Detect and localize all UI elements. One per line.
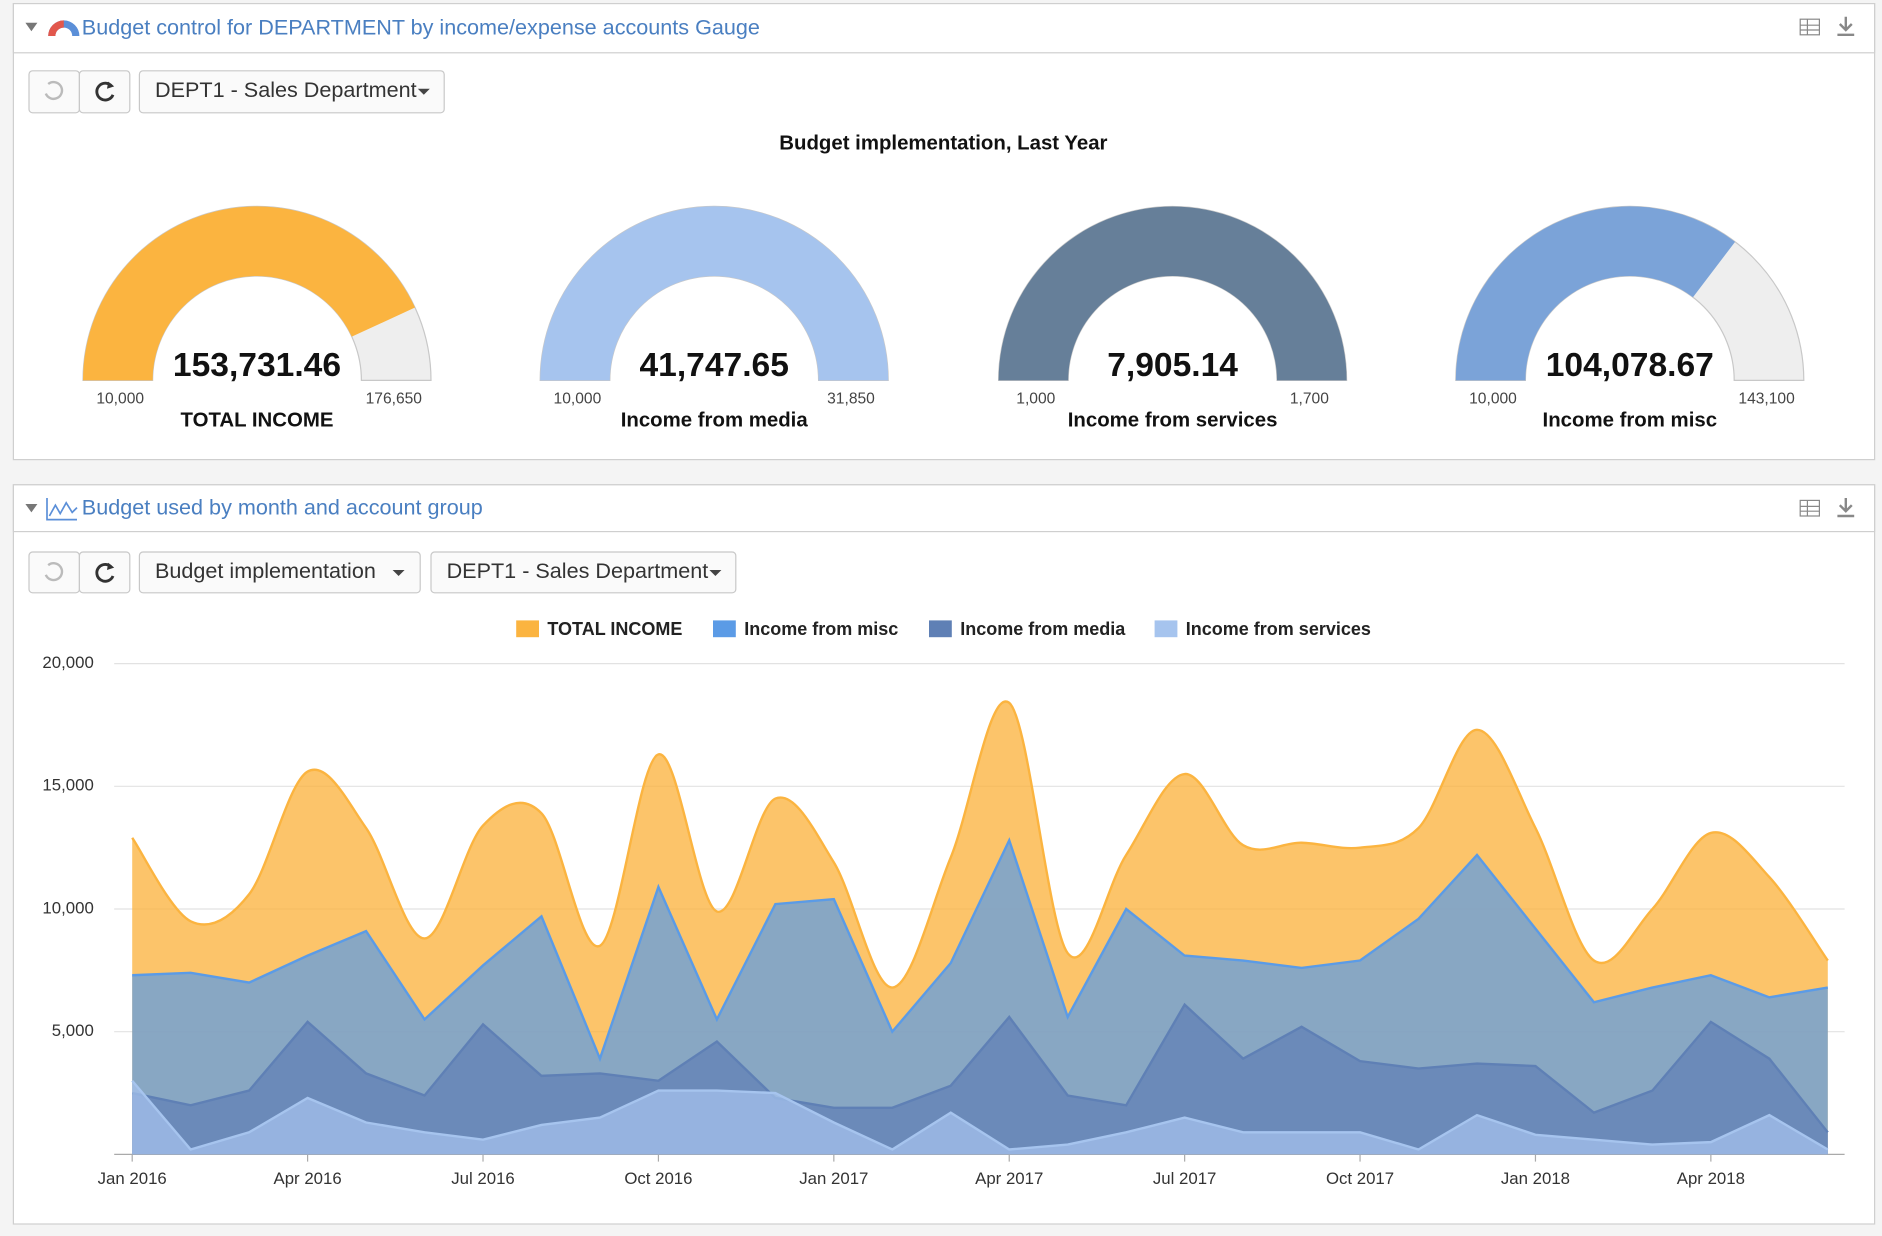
area-line [131,1002,1829,1134]
gauge-max: 1,700 [1290,391,1329,408]
gauge-value: 104,078.67 [1546,347,1714,384]
collapse-arrow[interactable] [25,504,38,513]
y-tick-label: 5,000 [52,1021,94,1040]
area-line [131,700,1829,989]
legend-label: Income from misc [744,619,898,639]
x-tick-label: Jan 2017 [799,1169,868,1188]
area [132,1080,1828,1155]
gauge-max: 143,100 [1738,391,1795,408]
table-icon[interactable] [1799,499,1820,517]
refresh-button[interactable] [78,70,131,114]
x-tick-label: Oct 2016 [624,1169,692,1188]
table-icon[interactable] [1799,18,1820,36]
gauge-value: 153,731.46 [173,347,341,384]
gauge-max: 176,650 [366,391,423,408]
gauge-min: 10,000 [96,391,144,408]
gauge-max: 31,850 [827,391,875,408]
area [132,1004,1828,1155]
legend-swatch [516,620,539,638]
gauge-fill [540,206,889,381]
undo-icon [44,80,64,101]
dropdown[interactable] [430,551,737,594]
gauge-name: Income from services [1068,410,1278,432]
gauge-name: Income from misc [1543,410,1718,432]
panel-title[interactable]: Budget control for DEPARTMENT by income/… [82,15,760,40]
gauge-fill [998,206,1347,381]
legend-label: Income from media [960,619,1126,639]
y-tick-label: 15,000 [42,776,93,795]
x-tick-label: Jan 2016 [98,1169,167,1188]
legend-label: Income from services [1186,619,1371,639]
download-icon[interactable] [1837,16,1855,36]
undo-icon [44,562,64,582]
y-tick-label: 20,000 [42,653,93,672]
refresh-icon [95,563,115,583]
legend-label: TOTAL INCOME [547,619,682,639]
gauge-min: 10,000 [1469,391,1517,408]
legend-swatch [713,620,736,638]
gauge-value: 41,747.65 [639,347,788,384]
undo-button[interactable] [28,551,80,594]
panel-title[interactable]: Budget used by month and account group [82,495,483,520]
refresh-icon [107,81,115,89]
x-tick-label: Oct 2017 [1326,1169,1394,1188]
dropdown[interactable] [138,551,421,594]
x-tick-label: Apr 2016 [274,1169,342,1188]
caret [709,570,722,576]
refresh-icon [95,81,115,102]
collapse-arrow[interactable] [25,22,38,32]
chart-icon [46,498,78,521]
refresh-icon [107,562,115,570]
gauge-name: Income from media [621,410,809,432]
gauge-min: 1,000 [1016,391,1055,408]
gauge-fill [1455,206,1736,381]
chart-title: Budget implementation, Last Year [779,132,1107,154]
gauge-value: 7,905.14 [1107,347,1238,384]
panel-header [12,3,1876,54]
gauge-icon [48,20,64,36]
dropdown[interactable] [138,70,445,114]
undo-button[interactable] [28,70,80,114]
legend-swatch [929,620,952,638]
gauge-name: TOTAL INCOME [181,410,334,432]
area-line [132,837,1828,1063]
area-line [131,1080,1829,1151]
panel-header [12,484,1876,533]
y-tick-label: 10,000 [42,898,93,917]
x-tick-label: Jul 2016 [451,1169,515,1188]
dropdown-label[interactable]: DEPT1 - Sales Department [155,77,417,102]
refresh-button[interactable] [78,551,131,594]
caret [417,88,430,95]
dropdown-label[interactable]: DEPT1 - Sales Department [447,558,709,583]
x-tick-label: Apr 2017 [975,1169,1043,1188]
x-tick-label: Apr 2018 [1677,1169,1745,1188]
caret [392,570,405,576]
legend-swatch [1154,620,1178,638]
gauge-min: 10,000 [554,391,602,408]
x-tick-label: Jan 2018 [1501,1169,1570,1188]
download-icon[interactable] [1837,498,1855,518]
x-tick-label: Jul 2017 [1153,1169,1217,1188]
gauge-fill [83,206,416,381]
dropdown-label[interactable]: Budget implementation [155,558,376,583]
